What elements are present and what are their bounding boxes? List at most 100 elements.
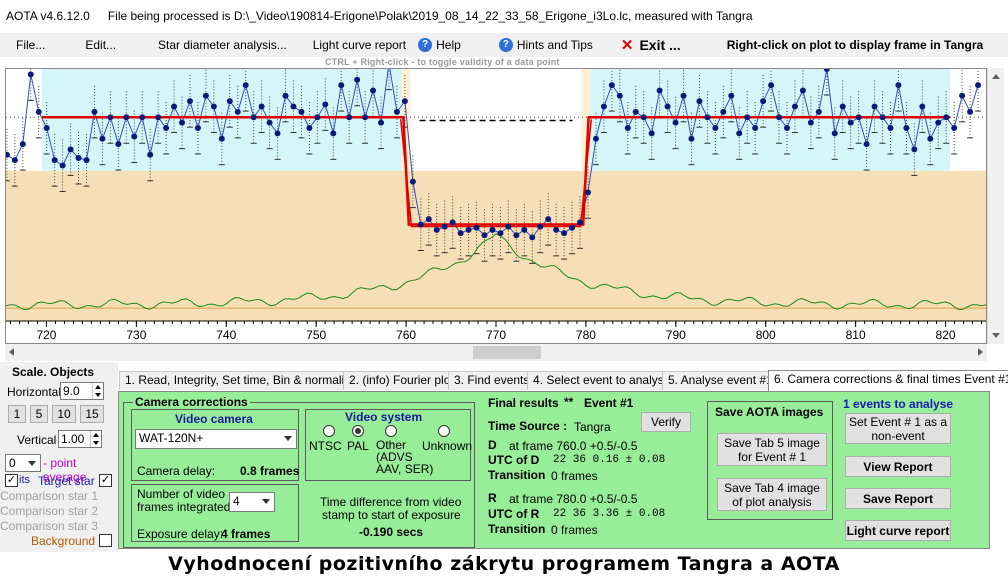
save-report-button[interactable]: Save Report	[845, 488, 951, 509]
camera-model-select[interactable]: WAT-120N+	[135, 429, 297, 449]
toggle-validity-hint: CTRL + Right-click - to toggle validity …	[325, 57, 560, 67]
data-point	[529, 234, 536, 241]
save-tab5-image-button[interactable]: Save Tab 5 image for Event # 1	[717, 433, 827, 466]
tab-read-integrity[interactable]: 1. Read, Integrity, Set time, Bin & norm…	[119, 371, 363, 390]
plot-points-label: its	[19, 474, 30, 486]
hints-help-icon: ?	[498, 38, 513, 52]
scroll-right-icon[interactable]	[978, 348, 983, 356]
spinner-arrows-icon[interactable]	[92, 383, 103, 399]
tab-fourier-plot[interactable]: 2. (info) Fourier plot	[343, 371, 460, 390]
data-point	[975, 82, 982, 89]
data-point	[370, 87, 377, 94]
data-point	[545, 216, 552, 223]
data-point	[298, 108, 305, 115]
scroll-down-icon[interactable]	[992, 333, 1000, 338]
light-curve-report-button[interactable]: Light curve report	[845, 520, 951, 541]
d-frame: at frame 760.0 +0.5/-0.5	[509, 439, 638, 453]
scroll-up-icon[interactable]	[992, 74, 1000, 79]
pal-label: PAL	[347, 439, 369, 453]
background-label: Background	[31, 534, 96, 548]
light-curve-svg[interactable]: 720 730 740 750 760 770 780 790 800 810 820	[6, 69, 986, 343]
scroll-left-icon[interactable]	[9, 348, 14, 356]
data-point	[799, 87, 806, 94]
data-point	[433, 226, 440, 233]
utc-d-label: UTC of D	[488, 453, 540, 467]
scale-objects-panel: Scale. Objects Horizontal 9.0 1 5 10 15 …	[0, 362, 118, 552]
data-point	[338, 82, 345, 89]
plot-vertical-scrollbar[interactable]	[987, 68, 1004, 344]
unknown-radio[interactable]	[438, 425, 450, 437]
data-point	[728, 92, 735, 99]
camera-delay-label: Camera delay:	[137, 464, 216, 478]
set-non-event-button[interactable]: Set Event # 1 as a non-event	[845, 413, 951, 444]
view-report-button[interactable]: View Report	[845, 456, 951, 477]
tab-select-event[interactable]: 4. Select event to analyse	[527, 371, 677, 390]
data-point	[871, 103, 878, 110]
data-point	[632, 108, 639, 115]
other-radio[interactable]	[385, 425, 397, 437]
data-point	[943, 114, 950, 121]
scale-5-button[interactable]: 5	[30, 405, 48, 423]
data-point	[855, 114, 862, 121]
other-sub-1: (ADVS	[376, 450, 413, 464]
menu-star-diameter[interactable]: Star diameter analysis...	[158, 38, 287, 52]
data-point	[624, 124, 631, 131]
tab-analyse-event[interactable]: 5. Analyse event #1	[662, 371, 779, 390]
data-point	[346, 114, 353, 121]
vertical-scale-value: 1.00	[61, 432, 85, 446]
verify-button[interactable]: Verify	[641, 412, 691, 432]
point-average-select[interactable]: 0	[5, 454, 41, 472]
data-point	[465, 226, 472, 233]
data-point	[417, 221, 424, 228]
data-point	[401, 98, 408, 105]
tab-strip: 1. Read, Integrity, Set time, Bin & norm…	[118, 370, 1008, 391]
data-point	[696, 98, 703, 105]
frames-integrated-value: 4	[233, 494, 240, 508]
target-star-label: Target star	[38, 474, 95, 488]
data-point	[91, 108, 98, 115]
data-point	[322, 101, 329, 108]
menu-hints[interactable]: ? Hints and Tips	[493, 34, 599, 56]
menu-file[interactable]: File...	[16, 38, 46, 52]
data-point	[147, 151, 154, 158]
ntsc-radio[interactable]	[323, 425, 335, 437]
vertical-scale-spinner[interactable]: 1.00	[58, 430, 102, 448]
pal-radio[interactable]	[352, 425, 364, 437]
tab-camera-corrections[interactable]: 6. Camera corrections & final times Even…	[768, 370, 1008, 391]
menu-edit[interactable]: Edit...	[85, 38, 117, 52]
scroll-thumb[interactable]	[473, 346, 541, 359]
x-tick-label: 780	[576, 328, 596, 342]
comparison-curve	[6, 233, 986, 311]
data-point	[497, 230, 504, 237]
data-point	[783, 124, 790, 131]
scale-10-button[interactable]: 10	[52, 405, 76, 423]
data-point	[887, 124, 894, 131]
frames-integrated-select[interactable]: 4	[229, 492, 275, 512]
other-sub-2: AAV, SER)	[376, 462, 434, 476]
plot-horizontal-scrollbar[interactable]	[5, 344, 987, 361]
menu-help[interactable]: ? Help	[412, 34, 467, 56]
data-point	[584, 189, 591, 196]
frames-integrated-label-1: Number of video	[137, 487, 226, 501]
save-tab4-image-button[interactable]: Save Tab 4 image of plot analysis	[717, 478, 827, 511]
menu-light-curve-report[interactable]: Light curve report	[312, 38, 407, 52]
d-label: D	[488, 438, 497, 452]
data-point	[163, 124, 170, 131]
plot-points-checkbox[interactable]: ✓	[5, 474, 18, 487]
data-point	[600, 103, 607, 110]
light-curve-plot[interactable]: 720 730 740 750 760 770 780 790 800 810 820	[5, 68, 987, 344]
data-point	[831, 130, 838, 137]
target-star-checkbox[interactable]: ✓	[99, 474, 112, 487]
scale-15-button[interactable]: 15	[80, 405, 104, 423]
menu-exit[interactable]: ✕ Exit ...	[615, 34, 687, 56]
time-source-label: Time Source :	[488, 419, 568, 433]
horizontal-scale-spinner[interactable]: 9.0	[60, 382, 104, 400]
data-point	[608, 82, 615, 89]
spinner-arrows-icon[interactable]	[90, 431, 101, 447]
data-point	[537, 223, 544, 230]
background-checkbox[interactable]	[99, 534, 112, 547]
fit-model-line	[41, 116, 951, 226]
scale-1-button[interactable]: 1	[8, 405, 26, 423]
tab-find-events[interactable]: 3. Find events	[448, 371, 536, 390]
transition-r-value: 0 frames	[551, 523, 598, 537]
